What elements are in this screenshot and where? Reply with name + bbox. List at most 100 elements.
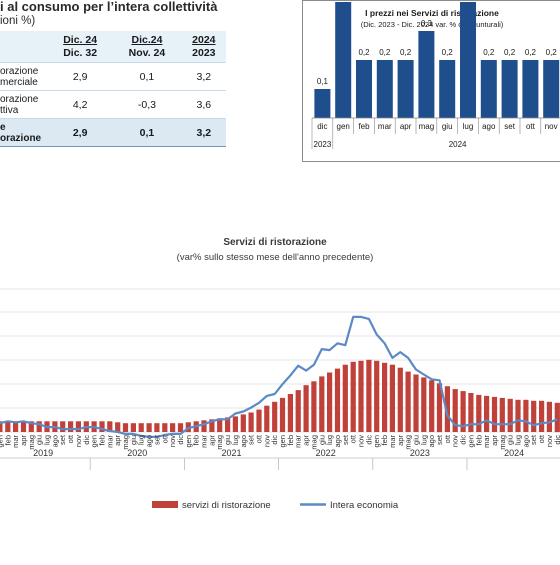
mini-chart-panel: I prezzi nei Servizi di ristorazione (Dic… [302, 0, 560, 162]
year-label: 2023 [314, 140, 332, 149]
tick-label: giu [442, 122, 453, 131]
bar [146, 423, 152, 432]
bar [350, 361, 356, 432]
tick-label: apr [19, 435, 28, 446]
bar [28, 421, 34, 432]
bar [335, 2, 352, 118]
bar [389, 364, 395, 432]
bar [429, 380, 435, 432]
bar [60, 421, 66, 432]
bar [13, 421, 19, 432]
table-cell: 0,1 [112, 62, 182, 91]
tick-label: set [529, 434, 538, 445]
legend-label: servizi di ristorazione [182, 500, 271, 511]
bar [295, 390, 301, 432]
bar [68, 421, 74, 432]
year-label: 2023 [410, 448, 430, 458]
tick-label: ott [526, 122, 536, 131]
tick-label: set [341, 434, 350, 445]
year-label: 2021 [221, 448, 241, 458]
table-row: orazione ttiva 4,2 -0,3 3,6 [0, 90, 226, 119]
tick-label: ott [255, 434, 264, 443]
bar [522, 60, 539, 118]
tick-label: set [58, 434, 67, 445]
table-row-highlight: e orazione 2,9 0,1 3,2 [0, 118, 226, 147]
bar [20, 421, 27, 432]
tick-label: lug [231, 435, 240, 445]
tick-label: feb [358, 122, 370, 131]
mini-bar-chart: I prezzi nei Servizi di ristorazione (Dic… [311, 2, 560, 149]
table-column-header: Dic. 24 Dic. 32 [48, 31, 113, 63]
mini-chart-subtitle: (Dic. 2023 - Dic. 2024 var. % congiuntur… [361, 20, 504, 29]
page-subtitle: ioni %) [0, 15, 36, 27]
tick-label: ago [50, 435, 59, 448]
tick-label: nov [545, 435, 554, 447]
series-line-intera-economia [0, 315, 558, 438]
tick-label: set [152, 434, 161, 445]
table-column-header: 2024 2023 [181, 31, 226, 63]
bar [358, 360, 364, 432]
bar [232, 416, 238, 432]
tick-label: ago [521, 435, 530, 448]
bar [460, 2, 476, 118]
tick-label: feb [98, 435, 107, 445]
table-cell: 2,9 [48, 62, 113, 91]
mini-chart-title: I prezzi nei Servizi di ristorazione [365, 8, 499, 18]
main-combo-chart: Servizi di ristorazione (var% sullo stess… [0, 237, 560, 511]
bar [460, 391, 466, 432]
tick-label: gen [466, 435, 475, 448]
bar [546, 401, 552, 432]
tick-label: giu [223, 435, 232, 445]
bar [99, 421, 105, 432]
summary-table: Dic. 24 Dic. 32 Dic.24 Nov. 24 2024 2023 or… [0, 31, 226, 147]
tick-label: ago [239, 435, 248, 448]
bar [248, 412, 254, 432]
bar [413, 374, 419, 432]
tick-label: apr [207, 435, 216, 446]
bar [0, 421, 3, 432]
tick-label: dic [459, 435, 468, 445]
bar [272, 401, 278, 432]
tick-label: dic [82, 435, 91, 445]
data-label: 0,3 [421, 19, 433, 28]
bar [311, 381, 317, 432]
bar [36, 421, 42, 432]
bar [476, 394, 482, 432]
row-label: orazione merciale [0, 62, 48, 91]
tick-label: dic [553, 435, 560, 445]
tick-label: mar [11, 435, 20, 448]
bar [543, 60, 560, 118]
tick-label: giu [35, 435, 44, 445]
tick-label: ott [537, 434, 546, 443]
tick-label: ago [145, 435, 154, 448]
tick-label: feb [3, 435, 12, 445]
tick-label: apr [113, 435, 122, 446]
tick-label: apr [396, 435, 405, 446]
bar [499, 397, 505, 432]
tick-label: mag [498, 435, 507, 450]
bar [554, 402, 560, 433]
table-cell: 4,2 [48, 90, 113, 119]
tick-label: mag [419, 122, 435, 131]
table-cell: 2,9 [48, 118, 113, 147]
bar [314, 89, 331, 118]
tick-label: giu [412, 435, 421, 445]
tick-label: feb [286, 435, 295, 445]
bar [374, 360, 380, 432]
tick-label: dic [270, 435, 279, 445]
tick-label: giu [129, 435, 138, 445]
bar [177, 423, 184, 432]
tick-label: mar [294, 435, 303, 448]
year-label: 2024 [449, 140, 467, 149]
tick-label: lug [325, 435, 334, 445]
bar [342, 364, 348, 432]
bar [421, 377, 427, 432]
year-label: 2024 [504, 448, 524, 458]
bar [515, 399, 521, 432]
legend-label: Intera economia [330, 500, 399, 511]
tick-label: ott [349, 434, 358, 443]
table-cell: 3,6 [181, 90, 226, 119]
data-label: 0,2 [525, 48, 537, 57]
data-label: 0,2 [546, 48, 558, 57]
tick-label: nov [74, 435, 83, 447]
